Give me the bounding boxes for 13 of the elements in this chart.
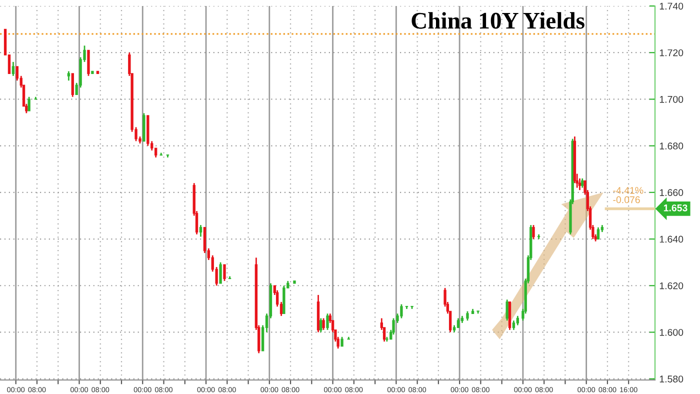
annotation: -0.076 — [613, 196, 640, 204]
y-tick-label: 1.580 — [660, 376, 684, 382]
y-tick-label: 1.740 — [660, 2, 684, 10]
y-tick-label: 1.680 — [660, 142, 684, 150]
y-tick-label: 1.620 — [660, 282, 684, 290]
chart-title: China 10Y Yields — [412, 12, 584, 29]
y-tick-label: 1.660 — [660, 189, 684, 196]
annotation: -4.41% — [613, 187, 644, 194]
y-tick-label: 1.720 — [660, 49, 684, 56]
y-tick-label: 1.600 — [660, 328, 684, 336]
ref-line-label: 1.653 — [664, 204, 688, 212]
y-tick-label: 1.700 — [660, 96, 684, 103]
y-tick-label: 1.640 — [660, 236, 684, 243]
